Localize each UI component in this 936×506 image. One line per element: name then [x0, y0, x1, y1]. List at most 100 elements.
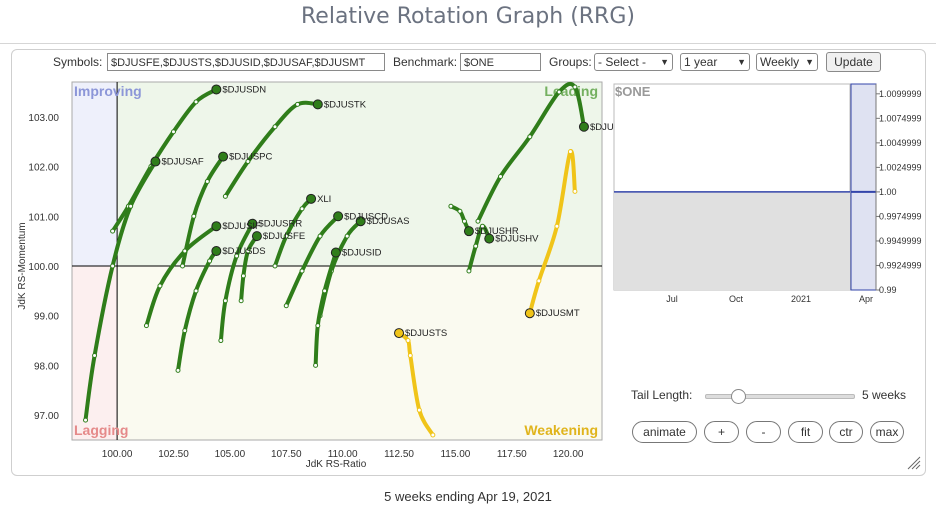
series-label-djushr: $DJUSHR	[475, 226, 519, 237]
axis-ticks: 100.00 102.50 105.00 107.50 110.00 112.50 115.…	[28, 113, 583, 460]
resize-handle-icon[interactable]	[907, 456, 921, 470]
tail-point-djuspc	[191, 213, 197, 219]
tail-point-djusaf	[128, 203, 134, 209]
tail-djushv	[466, 224, 492, 273]
head-point-djustk	[312, 99, 323, 110]
head-point-djuspc	[218, 151, 229, 162]
mini-y-tick-label: 1.0049999	[879, 138, 922, 148]
leading-quadrant	[117, 82, 602, 266]
tail-point-djusrr	[222, 298, 228, 304]
tail-point-djusid	[313, 362, 319, 368]
tail-point-djusts	[407, 352, 413, 358]
fit-button[interactable]: fit	[788, 421, 823, 443]
series-label-xli: XLI	[317, 194, 331, 205]
y-tick-label: 97.00	[34, 411, 59, 422]
x-axis-label: JdK RS-Ratio	[306, 459, 367, 470]
tail-point-djuspc	[204, 178, 210, 184]
head-point-djusds	[211, 246, 222, 257]
tail-point-djushr	[457, 208, 463, 214]
y-tick-label: 103.00	[28, 113, 59, 124]
center-button[interactable]: ctr	[829, 421, 863, 443]
tail-point-djusrr	[234, 253, 240, 259]
tail-point-djusaf	[110, 263, 116, 269]
period-select[interactable]: 1 year ▼	[680, 53, 750, 71]
head-point-djusid	[330, 247, 341, 258]
head-point-djusmt	[524, 308, 535, 319]
weakening-quadrant	[117, 265, 602, 440]
series-label-djusrr: $DJUSRR	[258, 219, 302, 230]
y-tick-label: 98.00	[34, 361, 59, 372]
x-tick-label: 105.00	[215, 449, 246, 460]
benchmark-input[interactable]: $ONE	[460, 53, 541, 71]
symbols-label: Symbols:	[53, 55, 103, 69]
x-tick-label: 115.00	[440, 449, 470, 460]
series-label-djusdn: $DJUSDN	[222, 84, 266, 95]
frequency-select[interactable]: Weekly ▼	[756, 53, 818, 71]
mini-y-tick-label: 0.9974999	[879, 211, 922, 221]
animate-button[interactable]: animate	[632, 421, 697, 443]
mini-y-tick-label: 1.0074999	[879, 113, 922, 123]
head-point-xli	[306, 193, 317, 204]
head-point-djusdn	[211, 84, 222, 95]
tail-point-djusaf	[92, 352, 98, 358]
tail-point-djusid	[322, 288, 328, 294]
series-label-djusmt: $DJUSMT	[536, 308, 580, 319]
series-labels: $DJUSDN $DJUSTK $DJUSAF $DJUSPC XLI $DJUSCD $D…	[161, 84, 633, 339]
groups-label: Groups:	[549, 55, 592, 69]
date-range-caption: 5 weeks ending Apr 19, 2021	[384, 489, 552, 504]
zoom-in-button[interactable]: +	[704, 421, 739, 443]
tail-point-djusfe	[238, 298, 244, 304]
tail-point-djusdn	[193, 99, 199, 105]
mini-x-tick-label: Jul	[666, 294, 678, 304]
tail-point-djushr	[461, 218, 467, 224]
tail-point-djusid	[315, 323, 321, 329]
series-label-djustk: $DJUSTK	[324, 99, 367, 110]
head-point-djusrr	[247, 218, 258, 229]
tail-point-djusds	[175, 367, 181, 373]
max-button[interactable]: max	[870, 421, 904, 443]
y-tick-label: 100.00	[28, 262, 59, 273]
tail-point-djushv	[473, 243, 479, 249]
mini-y-tick-label: 0.99	[879, 285, 897, 295]
tail-djuscd	[284, 214, 341, 308]
tail-point-djuscd	[317, 233, 323, 239]
symbols-input[interactable]: $DJUSFE,$DJUSTS,$DJUSID,$DJUSAF,$DJUSMT	[107, 53, 385, 71]
chevron-down-icon: ▼	[660, 57, 669, 67]
series-label-djusid: $DJUSID	[342, 248, 382, 259]
head-point-djusas	[355, 216, 366, 227]
tail-point-djusar	[527, 134, 533, 140]
page-title: Relative Rotation Graph (RRG)	[301, 4, 635, 29]
tail-point-djustk	[295, 101, 301, 107]
tail-point-djushv	[466, 268, 472, 274]
update-button[interactable]: Update	[826, 52, 881, 72]
series-label-djusts: $DJUSTS	[405, 328, 447, 339]
series-label-djusds: $DJUSDS	[222, 246, 265, 257]
plot-border	[71, 81, 603, 441]
series-label-djuspc: $DJUSPC	[229, 152, 272, 163]
tail-point-djusas	[344, 233, 350, 239]
zoom-out-button[interactable]: -	[746, 421, 781, 443]
quadrant-label-lagging: Lagging	[74, 422, 128, 438]
x-tick-label: 102.50	[158, 449, 189, 460]
tail-point-djusdn	[110, 228, 116, 234]
tail-point-djusmt	[572, 188, 578, 194]
tail-djuspc	[180, 154, 226, 268]
quadrant-backgrounds	[72, 82, 602, 440]
series-label-djusif: $DJUSIF	[222, 221, 261, 232]
tail-point-djusaf	[83, 417, 89, 423]
tail-length-slider-handle[interactable]	[731, 389, 747, 404]
series-label-djusaf: $DJUSAF	[161, 157, 203, 168]
tail-length-slider[interactable]	[705, 389, 855, 404]
mini-y-tick-label: 1.0024999	[879, 162, 922, 172]
mini-y-tick-label: 1.00	[879, 187, 897, 197]
tail-djusaf	[83, 159, 158, 423]
tail-point-xli	[272, 263, 278, 269]
tail-point-djusrr	[218, 338, 224, 344]
groups-select[interactable]: - Select - ▼	[594, 53, 673, 71]
tail-point-djusif	[157, 283, 163, 289]
x-tick-label: 120.00	[553, 449, 584, 460]
mini-x-tick-label: 2021	[791, 294, 811, 304]
series-label-djuscd: $DJUSCD	[344, 211, 388, 222]
tail-point-djusfe	[245, 248, 251, 254]
tail-length-label: Tail Length:	[631, 388, 693, 402]
